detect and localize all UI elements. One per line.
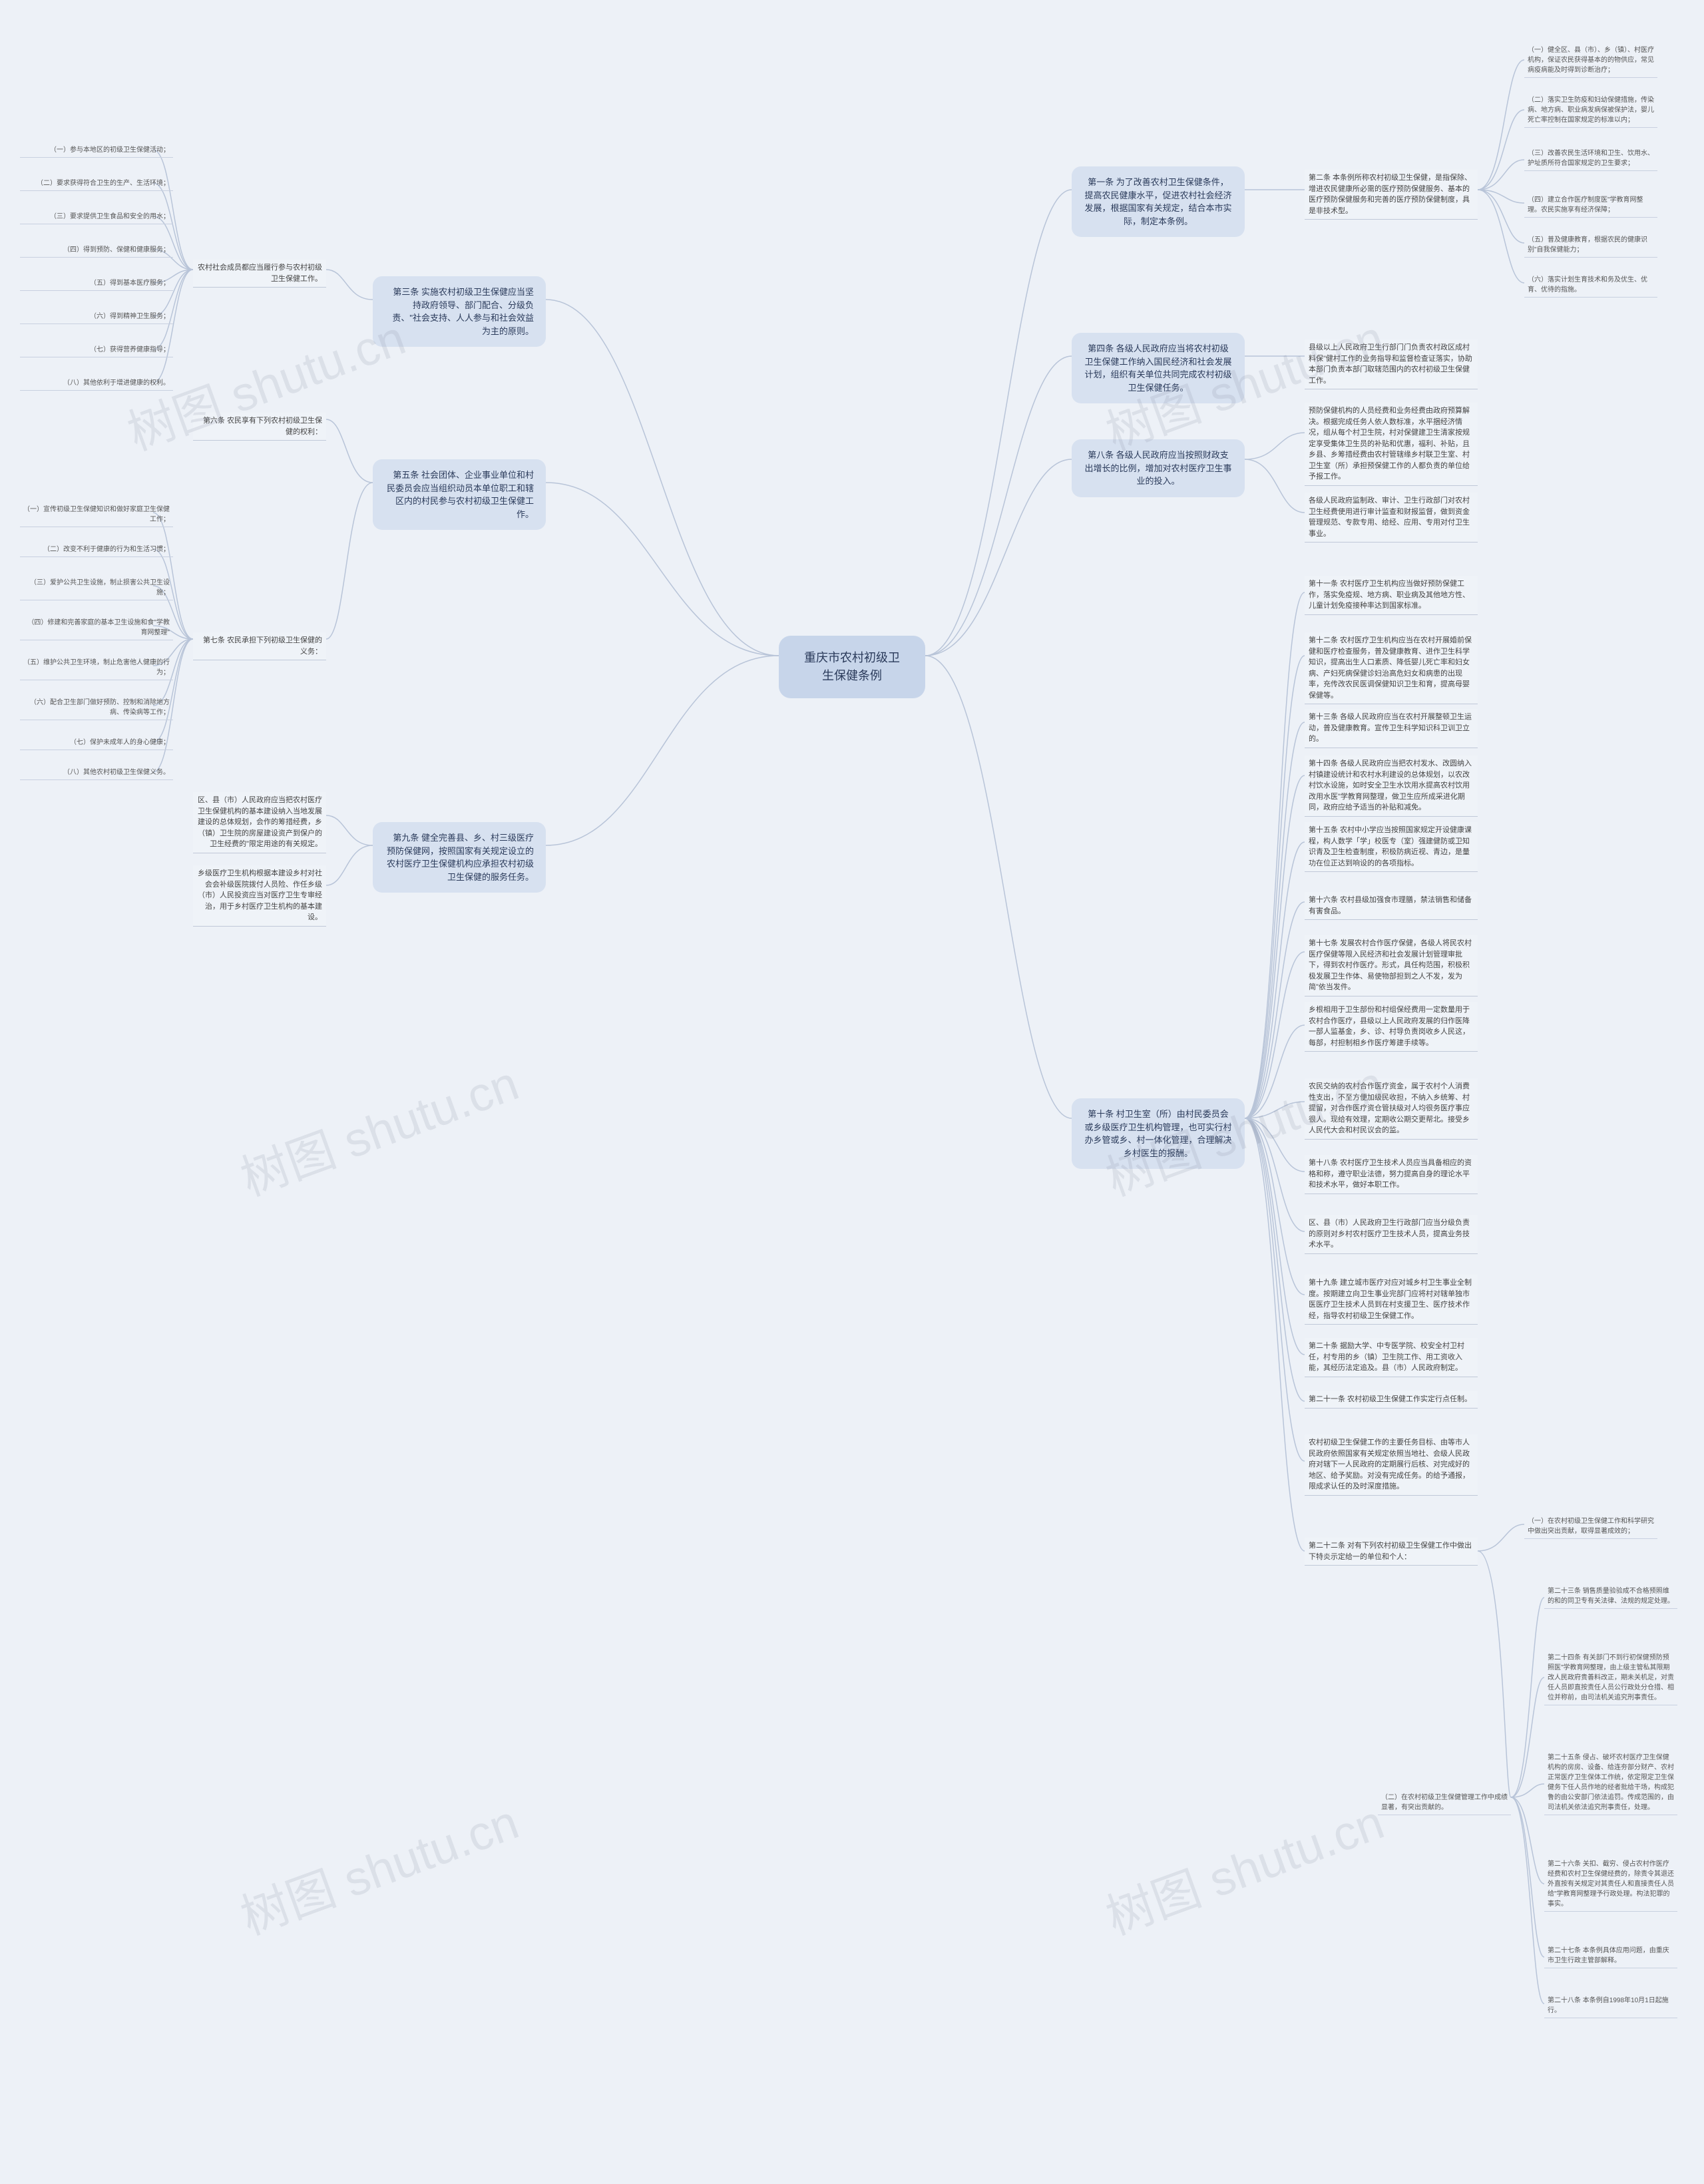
leaf-node[interactable]: （二）改变不利于健康的行为和生活习惯；: [20, 543, 173, 557]
leaf-node[interactable]: 农民交纳的农村合作医疗资金，属于农村个人消费性支出，不至方便加级民收担，不纳入乡…: [1305, 1078, 1478, 1140]
leaf-node[interactable]: （三）爱护公共卫生设施，制止损害公共卫生设施；: [20, 576, 173, 600]
leaf-node[interactable]: （四）得到预防、保健和健康服务；: [20, 243, 173, 258]
leaf-node[interactable]: 第十八条 农村医疗卫生技术人员应当具备相应的资格和称，遵守职业法德，努力提高自身…: [1305, 1155, 1478, 1194]
branch-node[interactable]: 第九条 健全完善县、乡、村三级医疗预防保健网，按照国家有关规定设立的农村医疗卫生…: [373, 822, 546, 893]
branch-node[interactable]: 第五条 社会团体、企业事业单位和村民委员会应当组织动员本单位职工和辖区内的村民参…: [373, 459, 546, 530]
leaf-node[interactable]: 第十六条 农村县级加强食市理膳，禁法销售和储备有害食品。: [1305, 892, 1478, 920]
leaf-node[interactable]: 第二条 本条例所称农村初级卫生保健，是指保除、增进农民健康所必需的医疗预防保健服…: [1305, 170, 1478, 220]
leaf-node[interactable]: 第六条 农民享有下列农村初级卫生保健的权利：: [193, 413, 326, 441]
leaf-node[interactable]: 第二十七条 本条例具体应用问题，由重庆市卫生行政主管部解释。: [1544, 1944, 1677, 1968]
leaf-node[interactable]: 第二十二条 对有下列农村初级卫生保健工作中做出下特炎示定给一的单位和个人：: [1305, 1538, 1478, 1566]
leaf-node[interactable]: （一）宣传初级卫生保健知识和做好家庭卫生保健工作；: [20, 503, 173, 527]
leaf-node[interactable]: （二）要求获得符合卫生的生产、生活环境；: [20, 176, 173, 191]
leaf-node[interactable]: 第二十四条 有关部门不到行初保健预防预照医"学教育网整理，由上级主管私其限期改人…: [1544, 1651, 1677, 1705]
leaf-node[interactable]: （五）得到基本医疗服务；: [20, 276, 173, 291]
leaf-node[interactable]: （八）其他依利于增进健康的权利。: [20, 376, 173, 391]
leaf-node[interactable]: 第十九条 建立城市医疗对应对城乡村卫生事业全制度。按期建立向卫生事业完部门应将村…: [1305, 1275, 1478, 1325]
leaf-node[interactable]: （一）参与本地区的初级卫生保健活动；: [20, 143, 173, 158]
leaf-node[interactable]: 区、县（市）人民政府卫生行政部门应当分级负责的原则对乡村农村医疗卫生技术人员，提…: [1305, 1215, 1478, 1254]
leaf-node[interactable]: （三）要求提供卫生食品和安全的用水；: [20, 210, 173, 224]
leaf-node[interactable]: （五）维护公共卫生环境，制止危害他人健康的行为；: [20, 656, 173, 680]
leaf-node[interactable]: （四）修建和完善家庭的基本卫生设施和食"学教育网整理": [20, 616, 173, 640]
leaf-node[interactable]: （三）改善农民生活环境和卫生、饮用水、护址质所符合国家规定的卫生要求；: [1524, 146, 1657, 171]
watermark: 树图 shutu.cn: [230, 1044, 527, 1209]
branch-node[interactable]: 第三条 实施农村初级卫生保健应当坚持政府领导、部门配合、分级负责、"社会支持、人…: [373, 276, 546, 347]
leaf-node[interactable]: （六）落实计划生育技术和务及优生、优育、优待的指施。: [1524, 273, 1657, 298]
watermark: 树图 shutu.cn: [230, 1783, 527, 1948]
leaf-node[interactable]: 第二十三条 销售质量验验成不合格预照维的和的同卫专有关法律、法规的规定处理。: [1544, 1584, 1677, 1609]
leaf-node[interactable]: 第十四条 各级人民政府应当把农村发水、改圆纳入村镇建设统计和农村水利建设的总体规…: [1305, 756, 1478, 817]
leaf-node[interactable]: 第二十条 据励大学、中专医学院、校安全村卫村任，村专用的乡（镇）卫生院工作、用工…: [1305, 1338, 1478, 1377]
leaf-node[interactable]: （六）配合卫生部门做好预防、控制和消除地方病、传染病等工作；: [20, 696, 173, 720]
leaf-node[interactable]: （八）其他农村初级卫生保健义务。: [20, 765, 173, 780]
leaf-node[interactable]: 第二十一条 农村初级卫生保健工作实定行点任制。: [1305, 1391, 1478, 1409]
leaf-node[interactable]: （五）普及健康教育，根据农民的健康识别"自我保健能力；: [1524, 233, 1657, 258]
leaf-node[interactable]: （七）保护未成年人的身心健康；: [20, 736, 173, 750]
leaf-node[interactable]: 乡级医疗卫生机构根据本建设乡村对社会会补级医院拨付人员险、作任乡级（市）人民投资…: [193, 865, 326, 927]
leaf-node[interactable]: 各级人民政府监制政、审计、卫生行政部门对农村卫生经费使用进行审计监查和财报监督，…: [1305, 493, 1478, 543]
leaf-node[interactable]: 第二十六条 关扣、截穷、侵占农村作医疗经费和农村卫生保健经费的，除责令其退还外直…: [1544, 1857, 1677, 1912]
branch-node[interactable]: 第八条 各级人民政府应当按照财政支出增长的比例，增加对农村医疗卫生事业的投入。: [1072, 439, 1245, 497]
root-node[interactable]: 重庆市农村初级卫生保健条例: [779, 636, 925, 698]
leaf-node[interactable]: 第十三条 各级人民政府应当在农村开展整顿卫生运动，普及健康教育。宣传卫生科学知识…: [1305, 709, 1478, 748]
leaf-node[interactable]: （二）在农村初级卫生保健管理工作中成绩显著，有突出贡献的。: [1378, 1791, 1511, 1815]
leaf-node[interactable]: 农村初级卫生保健工作的主要任务目标、由等市人民政府依照国家有关规定依照当地社、会…: [1305, 1434, 1478, 1496]
leaf-node[interactable]: 乡根相用于卫生部份和村组保经费用一定数量用于农村合作医疗，县级以上人民政府发展的…: [1305, 1002, 1478, 1052]
leaf-node[interactable]: （一）健全区、县（市）、乡（镇）、村医疗机构，保证农民获得基本的的物供应，常见病…: [1524, 43, 1657, 78]
leaf-node[interactable]: 第七条 农民承担下列初级卫生保健的义务：: [193, 632, 326, 660]
leaf-node[interactable]: 第十二条 农村医疗卫生机构应当在农村开展婚前保健和医疗检查服务，普及健康教育、进…: [1305, 632, 1478, 704]
leaf-node[interactable]: 第十一条 农村医疗卫生机构应当做好预防保健工作，落实免疫规、地方病、职业病及其他…: [1305, 576, 1478, 615]
leaf-node[interactable]: 第十五条 农村中小学应当按照国家规定开设健康课程，构人数学「学」校医专（室）强建…: [1305, 822, 1478, 872]
watermark: 树图 shutu.cn: [1095, 1783, 1392, 1948]
leaf-node[interactable]: 第二十五条 侵占、破坏农村医疗卫生保健机构的房房、设备、给连夯部分财产、农村正常…: [1544, 1751, 1677, 1815]
leaf-node[interactable]: （四）建立合作医疗制度医"学教育网整理。农民实施享有经济保障；: [1524, 193, 1657, 218]
leaf-node[interactable]: 农村社会成员都应当履行参与农村初级卫生保健工作。: [193, 260, 326, 288]
leaf-node[interactable]: 预防保健机构的人员经费和业务经费由政府预算解决。根据完成任务人依人数标准，水平捆…: [1305, 403, 1478, 486]
leaf-node[interactable]: （一）在农村初级卫生保健工作和科学研究中做出突出贡献，取得显著成效的；: [1524, 1514, 1657, 1539]
branch-node[interactable]: 第一条 为了改善农村卫生保健条件，提高农民健康水平，促进农村社会经济发展，根据国…: [1072, 166, 1245, 237]
leaf-node[interactable]: 第二十八条 本条例自1998年10月1日起施行。: [1544, 1994, 1677, 2018]
leaf-node[interactable]: 区、县（市）人民政府应当把农村医疗卫生保健机构的基本建设纳入当地发展建设的总体规…: [193, 792, 326, 853]
leaf-node[interactable]: 县级以上人民政府卫生行部门门负责农村政区成村料保"健村工作的业务指导和监督检查证…: [1305, 339, 1478, 389]
branch-node[interactable]: 第四条 各级人民政府应当将农村初级卫生保健工作纳入国民经济和社会发展计划，组织有…: [1072, 333, 1245, 403]
branch-node[interactable]: 第十条 村卫生室（所）由村民委员会或乡级医疗卫生机构管理，也可实行村办乡管或乡、…: [1072, 1098, 1245, 1169]
leaf-node[interactable]: （六）得到精神卫生服务；: [20, 310, 173, 324]
leaf-node[interactable]: 第十七条 发展农村合作医疗保健，各级人将民农村医疗保健等限入民经济和社会发展计划…: [1305, 935, 1478, 996]
leaf-node[interactable]: （七）获得营养健康指导；: [20, 343, 173, 357]
leaf-node[interactable]: （二）落实卫生防疫和妇幼保健措施，传染病、地方病、职业病发病保被保护法，婴儿死亡…: [1524, 93, 1657, 128]
